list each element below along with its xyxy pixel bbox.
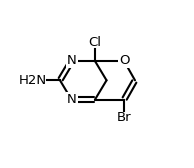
Text: O: O (119, 54, 129, 67)
Text: N: N (67, 54, 76, 67)
Text: N: N (67, 93, 76, 106)
Text: Br: Br (117, 111, 131, 124)
Text: H2N: H2N (19, 74, 47, 87)
Text: Cl: Cl (88, 36, 101, 49)
